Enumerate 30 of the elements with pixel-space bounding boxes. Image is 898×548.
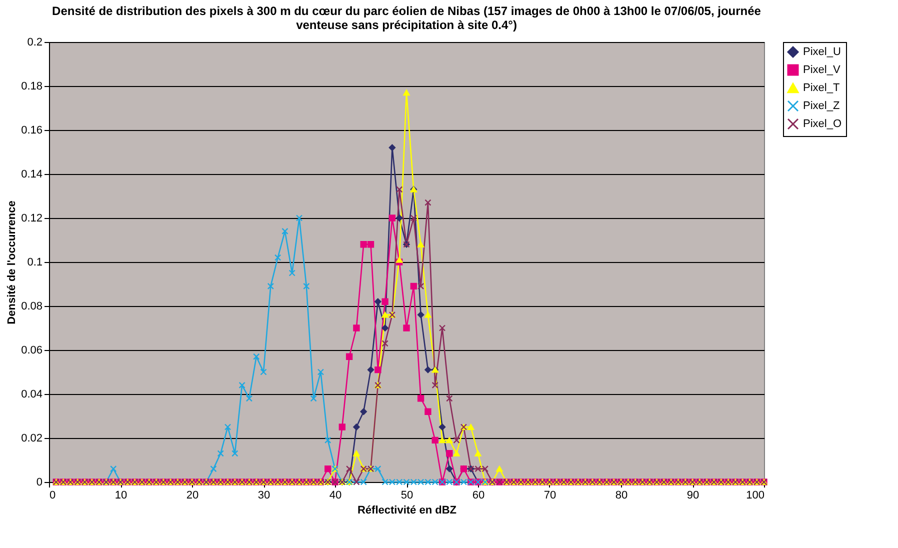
x-tick-label: 20 [186,490,199,502]
y-tick-label: 0.16 [21,124,42,136]
y-tick-label: 0.04 [21,388,42,400]
x-tick-label: 70 [544,490,556,502]
x-tick-label: 80 [615,490,628,502]
x-tick-label: 100 [746,490,764,502]
y-tick-label: 0.2 [27,36,42,48]
y-tick-label: 0.18 [21,80,42,92]
y-axis-title: Densité de l'occurrence [6,200,18,324]
legend-label: Pixel_U [803,46,841,58]
y-tick-label: 0.12 [21,212,42,224]
x-tick-label: 10 [114,490,128,502]
legend-label: Pixel_V [803,64,841,76]
x-tick-label: 0 [50,490,56,502]
x-tick-label: 30 [258,490,270,502]
y-tick-label: 0.08 [21,300,42,312]
legend-label: Pixel_T [803,82,840,94]
y-tick-label: 0 [36,476,42,488]
x-axis-title: Réflectivité en dBZ [357,504,457,516]
x-tick-label: 50 [400,490,414,502]
y-tick-label: 0.02 [21,432,42,444]
x-tick-label: 90 [686,490,700,502]
legend-label: Pixel_O [803,118,842,130]
chart-title: Densité de distribution des pixels à 300 m du cœur du parc éolien de Nibas (157 images de 0h00 à 13h00 le 07/06/05, journée venteuse sans précipitation à site 0.4°) [52,4,762,32]
x-tick-label: 40 [329,490,342,502]
y-tick-label: 0.06 [21,344,42,356]
y-tick-label: 0.14 [21,168,42,180]
y-tick-label: 0.1 [27,256,42,268]
legend-label: Pixel_Z [803,100,840,112]
x-tick-label: 60 [472,490,485,502]
